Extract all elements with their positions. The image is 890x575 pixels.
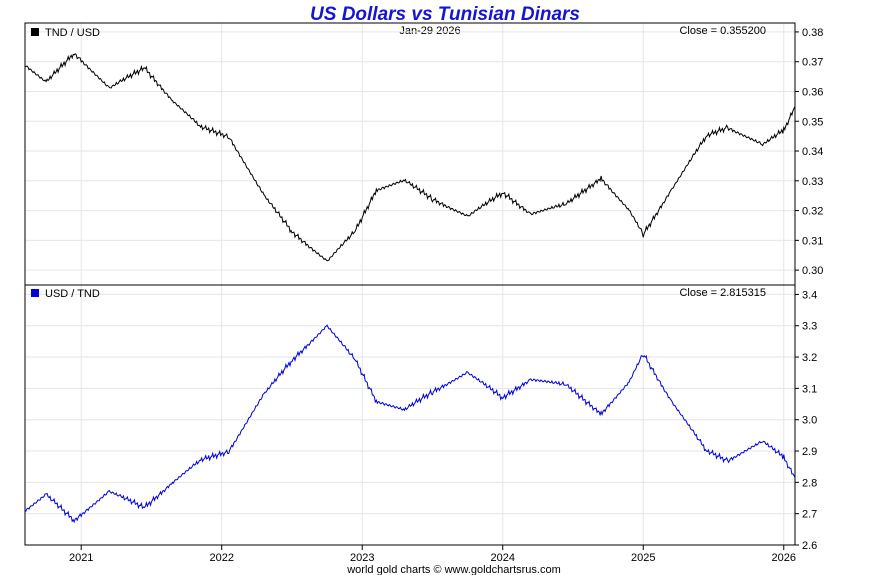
x-tick-label: 2024: [490, 552, 514, 564]
y-tick-label: 3.1: [802, 383, 817, 395]
grid-top: [25, 23, 795, 285]
plot-frame-top: [24, 22, 796, 286]
legend-label-tnd-usd: TND / USD: [45, 27, 100, 39]
y-tick-label: 3.3: [802, 321, 817, 333]
y-tick-label: 0.30: [802, 265, 823, 277]
y-tick-label: 3.4: [802, 289, 817, 301]
panel-usd-tnd: USD / TND Close = 2.815315 3.43.33.23.13…: [24, 284, 817, 552]
y-tick-label: 0.37: [802, 57, 823, 69]
x-tick-label: 2023: [350, 552, 374, 564]
y-tick-label: 0.34: [802, 146, 823, 158]
x-tick-label: 2026: [772, 552, 796, 564]
date-label: Jan-29 2026: [399, 25, 460, 37]
y-axis-bottom: 3.4 3.3 3.2 3.1 3.0 2.9 2.8 2.7 2.6: [795, 289, 817, 552]
legend-swatch-tnd-usd: [31, 28, 39, 36]
plot-frame-bottom: [24, 284, 796, 546]
x-tick-label: 2022: [209, 552, 233, 564]
footer: world gold charts © www.goldchartsrus.co…: [346, 564, 561, 575]
y-tick-label: 0.35: [802, 116, 823, 128]
y-axis-top: 0.38 0.37 0.36 0.35 0.34 0.33 0.32 0.31 0.30: [795, 27, 823, 277]
legend-label-usd-tnd: USD / TND: [45, 288, 100, 300]
series-line-usd-tnd: [24, 324, 796, 524]
legend-swatch-usd-tnd: [31, 289, 39, 297]
y-tick-label: 0.38: [802, 27, 823, 39]
y-tick-label: 0.31: [802, 235, 823, 247]
y-tick-label: 0.32: [802, 206, 823, 218]
panel-tnd-usd: TND / USD Close = 0.355200 0.380.370.360…: [24, 22, 823, 286]
y-tick-label: 2.9: [802, 446, 817, 458]
y-tick-label: 0.36: [802, 86, 823, 98]
close-label-usd-tnd: Close = 2.815315: [679, 287, 766, 299]
y-tick-label: 2.7: [802, 509, 817, 521]
y-tick-label: 0.33: [802, 176, 823, 188]
y-tick-label: 3.0: [802, 415, 817, 427]
y-tick-label: 2.6: [802, 540, 817, 552]
x-axis: 2021 2022 2023 2024 2025 2026: [69, 545, 796, 564]
x-tick-label: 2021: [69, 552, 93, 564]
y-tick-label: 2.8: [802, 477, 817, 489]
close-label-tnd-usd: Close = 0.355200: [679, 25, 766, 37]
x-tick-label: 2025: [631, 552, 655, 564]
y-tick-label: 3.2: [802, 352, 817, 364]
chart-title: US Dollars vs Tunisian Dinars: [310, 4, 580, 25]
series-line-tnd-usd: [24, 53, 796, 262]
